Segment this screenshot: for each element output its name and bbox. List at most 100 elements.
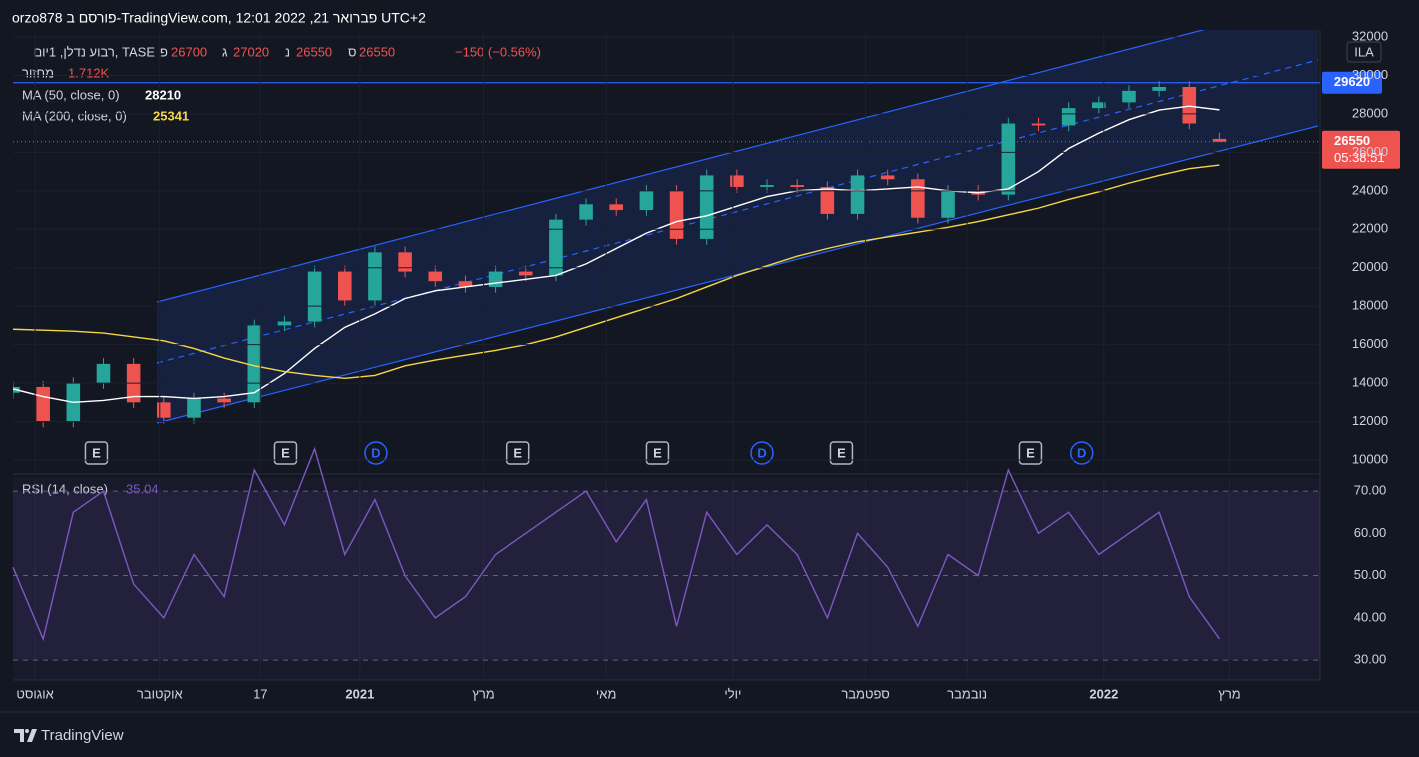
dividend-badge [364, 441, 388, 465]
candle-body [1092, 102, 1106, 109]
brand: TradingView [41, 727, 124, 744]
event-label: D [757, 445, 766, 460]
candle-body [1212, 138, 1227, 142]
page-title: orzo878 פורסם ב-TradingView.com, פברואר … [12, 10, 426, 26]
earnings-badge [829, 441, 854, 465]
y-tick-label: 60.00 [1354, 525, 1387, 540]
candle-body [609, 204, 624, 211]
legend-label: MA (50, close, 0) [22, 87, 120, 102]
legend-value: 28210 [145, 87, 181, 102]
rsi-background [13, 478, 1320, 680]
earnings-badge [505, 441, 530, 465]
event-label: D [371, 445, 380, 460]
y-tick-label: 22000 [1352, 221, 1388, 236]
ohlc-value: 26550 [359, 44, 395, 59]
currency-box: ILA [1346, 41, 1382, 63]
y-tick-label: 14000 [1352, 375, 1388, 390]
y-tick-label: 12000 [1352, 413, 1388, 428]
candle-body [428, 271, 443, 282]
change: −150 (−0.56%) [455, 44, 541, 59]
event-label: E [513, 445, 522, 460]
countdown: 05:38:51 [1334, 150, 1385, 165]
candle-body [368, 252, 382, 301]
legend-value: 35.04 [126, 481, 159, 496]
logo-mark [14, 729, 37, 742]
candle-body [579, 204, 593, 220]
ohlc-value: 26550 [296, 44, 332, 59]
candle-body [187, 398, 201, 418]
x-tick-label: נובמבר [947, 686, 987, 701]
ohlc-label: ס [348, 44, 357, 59]
event-label: E [837, 445, 846, 460]
candle-body [1122, 90, 1136, 103]
candle-body [488, 271, 503, 287]
candle-body [518, 271, 533, 276]
candle-body [1182, 86, 1197, 124]
event-label: D [1077, 445, 1086, 460]
event-label: E [281, 445, 290, 460]
x-tick-label: יולי [724, 686, 741, 701]
series-line [12, 446, 1221, 642]
channel [156, 30, 1319, 424]
ohlc-label: נ [285, 44, 290, 59]
legend-value: 25341 [153, 108, 189, 123]
y-tick-label: 26000 [1352, 144, 1388, 159]
rsi-plot [12, 446, 1221, 642]
candle-body [307, 271, 322, 322]
x-tick-label: ספטמבר [841, 686, 889, 701]
y-tick-label: 18000 [1352, 298, 1388, 313]
candle-body [760, 185, 774, 187]
candle-body [669, 190, 684, 239]
symbol: רבוע נדלן, 1יום, TASE [33, 44, 155, 59]
candle-body [1031, 123, 1046, 126]
y-tick-label: 10000 [1352, 451, 1388, 466]
brand-logo: TradingView [14, 727, 124, 744]
y-tick-label: 50.00 [1354, 567, 1387, 582]
series-line [13, 105, 1220, 404]
currency: ILA [1354, 44, 1374, 59]
y-tick-label: 32000 [1352, 28, 1388, 43]
y-tick-label: 24000 [1352, 182, 1388, 197]
y-tick-label: 70.00 [1354, 483, 1387, 498]
candle-body [337, 271, 352, 301]
currency-frame [1346, 41, 1382, 63]
x-tick-label: אוקטובר [137, 686, 183, 701]
x-tick-label: מרץ [472, 686, 494, 701]
volume-value: 1.712K [68, 65, 110, 80]
candle-body [911, 179, 925, 218]
overlay: E E D E E D E E D 29620 26550 05:38:51 [84, 71, 1400, 465]
candle-body [730, 175, 744, 187]
price-tag-label: 26550 [1334, 133, 1370, 148]
series-line [13, 164, 1220, 379]
candle-body [36, 386, 50, 422]
channel-upper [156, 30, 1206, 303]
x-tick-label: 2022 [1089, 686, 1118, 701]
event-label: E [1026, 445, 1035, 460]
y-tick-label: 16000 [1352, 336, 1388, 351]
y-tick-label: 30000 [1352, 67, 1388, 82]
candle-body [850, 175, 865, 214]
event-label: E [92, 445, 101, 460]
dividend-badge [1069, 441, 1094, 465]
candle-body [458, 281, 473, 287]
candle-body [217, 398, 231, 403]
candle-body [880, 175, 895, 180]
channel-fill [157, 30, 1318, 423]
candle-body [639, 190, 654, 211]
earnings-badge [645, 441, 670, 465]
candle-body [941, 190, 955, 218]
x-tick-label: 17 [253, 686, 267, 701]
legend-label: MA (200, close, 0) [22, 108, 127, 123]
y-tick-label: 20000 [1352, 259, 1388, 274]
candle-body [1061, 108, 1076, 126]
x-tick-label: 2021 [345, 686, 374, 701]
earnings-badge [273, 441, 298, 465]
candle-body [398, 252, 412, 272]
ohlc-value: 26700 [171, 44, 207, 59]
y-tick-label: 40.00 [1354, 609, 1387, 624]
candle-body [790, 185, 804, 187]
logo-dot [25, 729, 29, 733]
